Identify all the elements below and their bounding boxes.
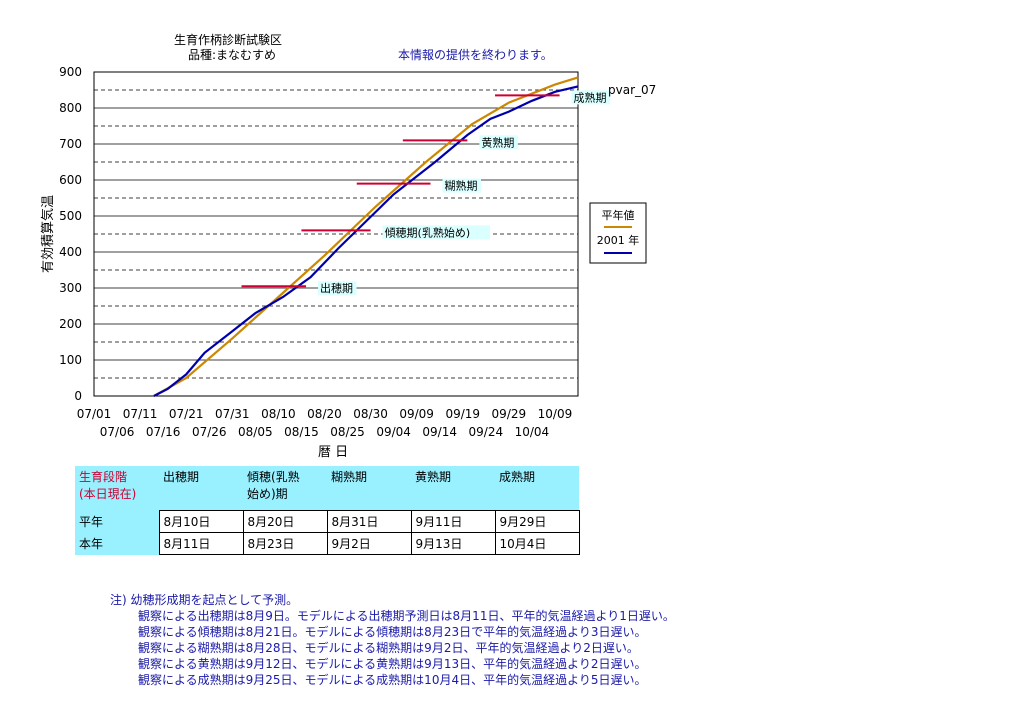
stage-col: 黄熟期 (411, 466, 495, 511)
note-line: 観察による傾穂期は8月21日。モデルによる傾穂期は8月23日で平年的気温経過より… (138, 625, 647, 639)
stage-table: 生育段階 (本日現在) 出穂期 傾穂(乳熟 始め)期 糊熟期 黄熟期 成熟期 平… (75, 466, 580, 555)
x-tick-label: 07/06 (100, 425, 135, 439)
y-tick-label: 500 (59, 209, 82, 223)
x-tick-label: 09/09 (399, 407, 434, 421)
table-cell: 9月13日 (410, 532, 496, 555)
stage-marker-label: 成熟期 (574, 90, 607, 104)
table-cell: 8月10日 (158, 510, 244, 533)
stage-header-cell: 生育段階 (本日現在) (75, 466, 159, 511)
chart: 0 100 200 300 400 500 600 700 800 900 有効積算気温 07/01 0… (40, 65, 647, 439)
x-tick-label: 08/30 (353, 407, 388, 421)
y-tick-label: 400 (59, 245, 82, 259)
station-label: pvar_07 (608, 83, 657, 97)
x-tick-label: 07/11 (123, 407, 158, 421)
table-row: 平年 8月10日 8月20日 8月31日 9月11日 9月29日 (75, 510, 580, 533)
y-tick-label: 700 (59, 137, 82, 151)
table-header-row: 生育段階 (本日現在) 出穂期 傾穂(乳熟 始め)期 糊熟期 黄熟期 成熟期 (75, 466, 579, 511)
stage-marker-label: 傾穂期(乳熟始め) (385, 225, 471, 239)
stage-marker-label-bg (442, 178, 481, 193)
x-tick-label: 09/04 (376, 425, 411, 439)
table-cell: 8月20日 (242, 510, 328, 533)
stage-col-label: 出穂期 (163, 470, 200, 484)
x-tick-label: 08/05 (238, 425, 273, 439)
stage-col-label: 成熟期 (499, 470, 536, 484)
table-cell: 8月23日 (242, 532, 328, 555)
x-tick-label: 07/31 (215, 407, 250, 421)
x-tick-label: 08/20 (307, 407, 342, 421)
y-tick-label: 900 (59, 65, 82, 79)
x-tick-label: 08/25 (330, 425, 365, 439)
y-axis-label: 有効積算気温 (40, 195, 56, 273)
chart-subtitle: 品種:まなむすめ (188, 48, 277, 62)
row-label: 平年 (75, 510, 159, 533)
y-tick-label: 600 (59, 173, 82, 187)
legend-label: 平年値 (602, 208, 635, 222)
stage-marker-label-bg (382, 225, 491, 240)
y-tick-label: 200 (59, 317, 82, 331)
notes: 注) 幼穂形成期を起点として予測。 観察による出穂期は8月9日。モデルによる出穂… (110, 592, 675, 688)
x-tick-label: 08/10 (261, 407, 296, 421)
x-tick-label: 07/01 (77, 407, 112, 421)
y-tick-label: 300 (59, 281, 82, 295)
x-axis-label: 暦 日 (318, 445, 349, 460)
table-cell: 9月11日 (410, 510, 496, 533)
x-tick-label: 09/14 (422, 425, 457, 439)
series-line-normal (153, 76, 579, 397)
y-tick-label: 0 (74, 389, 82, 403)
table-row: 本年 8月11日 8月23日 9月2日 9月13日 10月4日 (75, 532, 580, 555)
y-tick-label: 100 (59, 353, 82, 367)
x-tick-label: 10/04 (515, 425, 550, 439)
stage-marker-label: 黄熟期 (481, 135, 514, 149)
stage-marker-label: 出穂期 (320, 281, 353, 295)
y-tick-label: 800 (59, 101, 82, 115)
x-tick-label: 09/24 (469, 425, 504, 439)
x-tick-label: 09/19 (445, 407, 480, 421)
x-tick-label: 07/21 (169, 407, 204, 421)
table-cell: 8月31日 (326, 510, 412, 533)
note-line: 観察による成熟期は9月25日、モデルによる成熟期は10月4日、平年的気温経過より… (138, 673, 647, 687)
stage-marker-label-bg (479, 135, 518, 150)
table-cell: 9月29日 (494, 510, 580, 533)
table-cell: 9月2日 (326, 532, 412, 555)
legend-label: 2001 年 (597, 233, 640, 247)
stage-col: 出穂期 (159, 466, 243, 511)
table-cell: 10月4日 (494, 532, 580, 555)
x-tick-label: 07/16 (146, 425, 181, 439)
note-line: 観察による黄熟期は9月12日、モデルによる黄熟期は9月13日、平年的気温経過より… (138, 657, 647, 671)
x-tick-label: 08/15 (284, 425, 319, 439)
stage-marker-label-bg (571, 90, 611, 105)
stage-col-label: 黄熟期 (415, 470, 452, 484)
stage-col-label: 糊熟期 (331, 470, 368, 484)
end-notice: 本情報の提供を終わります。 (398, 48, 553, 62)
note-line: 観察による出穂期は8月9日。モデルによる出穂期予測日は8月11日、平年的気温経過… (138, 609, 675, 623)
stage-col-label: 傾穂(乳熟 始め)期 (247, 470, 300, 501)
stage-col: 糊熟期 (327, 466, 411, 511)
table-cell: 8月11日 (158, 532, 244, 555)
x-tick-label: 07/26 (192, 425, 227, 439)
stage-marker-label: 糊熟期 (444, 179, 477, 193)
stage-col: 傾穂(乳熟 始め)期 (243, 466, 327, 511)
chart-title: 生育作柄診断試験区 (174, 33, 283, 47)
stage-header-label: 生育段階 (本日現在) (79, 470, 137, 501)
notes-head: 注) 幼穂形成期を起点として予測。 (110, 593, 299, 607)
row-label: 本年 (75, 532, 159, 555)
stage-marker-label-bg (318, 281, 357, 296)
x-tick-label: 10/09 (538, 407, 573, 421)
x-tick-label: 09/29 (492, 407, 527, 421)
stage-col: 成熟期 (495, 466, 579, 511)
note-line: 観察による糊熟期は8月28日、モデルによる糊熟期は9月2日、平年的気温経過より2… (138, 641, 639, 655)
